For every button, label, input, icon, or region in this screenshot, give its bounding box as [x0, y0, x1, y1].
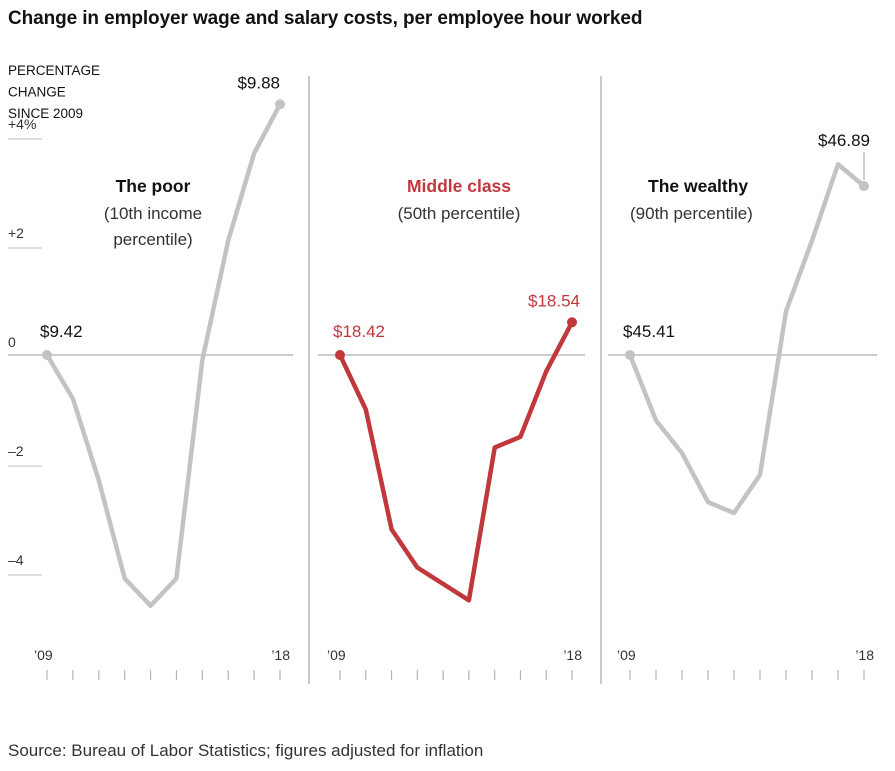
y-tick-label: +4%: [8, 116, 36, 132]
series-line: [627, 162, 867, 516]
start-value-label: $9.42: [40, 322, 83, 341]
x-tick-label: ’09: [617, 647, 636, 663]
series-start-point: [625, 350, 635, 360]
series-line: [44, 102, 283, 608]
x-tick-label: ’18: [271, 647, 290, 663]
y-tick-label: +2: [8, 225, 24, 241]
series-line: [337, 320, 575, 603]
panel-title: The poor: [116, 176, 191, 196]
x-tick-label: ’09: [327, 647, 346, 663]
panel-subtitle: percentile): [113, 230, 192, 249]
x-tick-label: ’18: [563, 647, 582, 663]
x-tick-label: ’18: [855, 647, 874, 663]
y-axis-label: PERCENTAGE: [8, 63, 100, 78]
panel-subtitle: (10th income: [104, 204, 202, 223]
series-end-point: [859, 181, 869, 192]
source-note: Source: Bureau of Labor Statistics; figu…: [8, 741, 484, 760]
start-value-label: $18.42: [333, 322, 385, 341]
series-end-point: [567, 317, 577, 328]
end-value-label: $18.54: [528, 291, 580, 310]
panel-subtitle: (50th percentile): [398, 204, 521, 223]
y-axis-label: CHANGE: [8, 85, 66, 100]
y-tick-label: 0: [8, 334, 16, 350]
panel-title: Middle class: [407, 176, 511, 196]
panel-title: The wealthy: [648, 176, 748, 196]
x-tick-label: ’09: [34, 647, 53, 663]
series-end-point: [275, 99, 285, 110]
series-start-point: [42, 350, 52, 360]
end-value-label: $46.89: [818, 131, 870, 150]
y-axis-label: SINCE 2009: [8, 106, 83, 121]
y-tick-label: –2: [8, 443, 24, 459]
panel-subtitle: (90th percentile): [630, 204, 753, 223]
chart-title: Change in employer wage and salary costs…: [8, 8, 643, 29]
y-tick-label: –4: [8, 552, 24, 568]
start-value-label: $45.41: [623, 322, 675, 341]
series-start-point: [335, 350, 345, 360]
end-value-label: $9.88: [237, 73, 280, 92]
